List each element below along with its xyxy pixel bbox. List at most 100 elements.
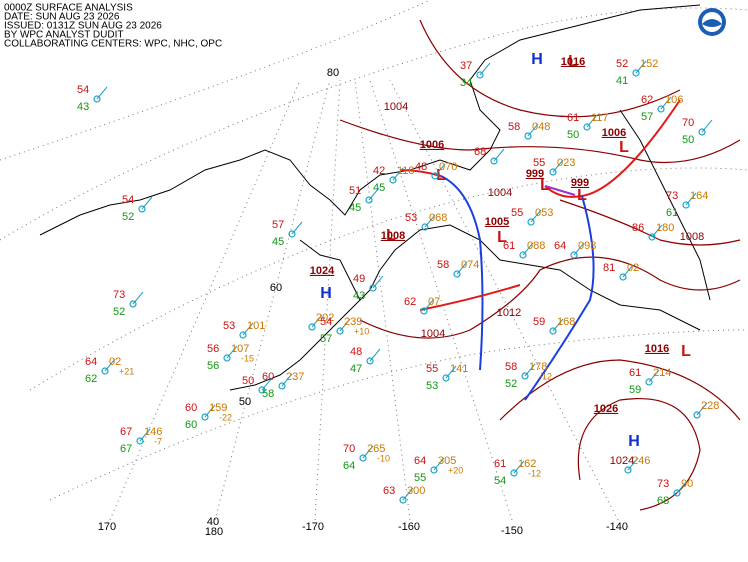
pressure-tendency: +20 bbox=[448, 465, 463, 475]
temperature: 58 bbox=[437, 259, 449, 271]
wind-barb bbox=[204, 404, 216, 418]
pressure: 265 bbox=[367, 443, 385, 455]
temperature: 81 bbox=[603, 262, 615, 274]
wind-barb bbox=[339, 318, 351, 332]
dewpoint: 50 bbox=[567, 129, 579, 141]
pressure: 164 bbox=[690, 190, 708, 202]
wind-barb bbox=[291, 221, 303, 235]
station-marker bbox=[136, 437, 144, 445]
pressure-center-value: 999 bbox=[526, 168, 544, 180]
dewpoint: 53 bbox=[426, 380, 438, 392]
pressure: 07 bbox=[428, 296, 440, 308]
temperature: 55 bbox=[426, 363, 438, 375]
wind-barb bbox=[586, 114, 598, 128]
station-marker bbox=[673, 489, 681, 497]
station-marker bbox=[223, 354, 231, 362]
pressure: 023 bbox=[557, 157, 575, 169]
pressure: 098 bbox=[578, 240, 596, 252]
pressure-center-symbol: H bbox=[531, 51, 543, 68]
graticule-label: -170 bbox=[302, 521, 324, 533]
temperature: 86 bbox=[632, 222, 644, 234]
pressure: 074 bbox=[461, 259, 479, 271]
station-marker bbox=[201, 413, 209, 421]
wind-barb bbox=[372, 275, 384, 289]
dewpoint: 52 bbox=[505, 378, 517, 390]
station-marker bbox=[420, 307, 428, 315]
station-marker bbox=[524, 132, 532, 140]
cold-front bbox=[440, 175, 484, 371]
meridian bbox=[314, 79, 341, 521]
graticule-label: 50 bbox=[239, 396, 251, 408]
coastline bbox=[39, 4, 711, 391]
station-marker bbox=[430, 466, 438, 474]
wind-barb bbox=[696, 402, 708, 416]
temperature: 53 bbox=[405, 212, 417, 224]
isobar-label: 1024 bbox=[610, 455, 634, 467]
pressure-center-value: 1008 bbox=[381, 230, 405, 242]
aleutian-chain bbox=[229, 299, 361, 391]
wind-barb bbox=[423, 298, 435, 312]
station-marker bbox=[399, 496, 407, 504]
pressure: 106 bbox=[665, 94, 683, 106]
dewpoint: 50 bbox=[682, 134, 694, 146]
wind-barb bbox=[651, 224, 663, 238]
temperature: 63 bbox=[383, 485, 395, 497]
coast-arctic bbox=[39, 4, 701, 236]
pressure: 168 bbox=[557, 316, 575, 328]
wind-barb bbox=[685, 192, 697, 206]
pressure: 053 bbox=[535, 207, 553, 219]
station-marker bbox=[239, 331, 247, 339]
wind-barb bbox=[96, 86, 108, 100]
station-marker bbox=[365, 196, 373, 204]
isobar-label: 1004 bbox=[384, 101, 408, 113]
station-marker bbox=[138, 205, 146, 213]
pressure-tendency: -22 bbox=[219, 412, 232, 422]
wind-barb bbox=[701, 119, 713, 133]
pressure: 237 bbox=[286, 371, 304, 383]
temperature: 55 bbox=[533, 157, 545, 169]
dewpoint: 34 bbox=[460, 77, 472, 89]
pressure-center-value: 1026 bbox=[594, 403, 618, 415]
dewpoint: 64 bbox=[343, 460, 355, 472]
temperature: 53 bbox=[223, 320, 235, 332]
temperature: 48 bbox=[350, 346, 362, 358]
dewpoint: 52 bbox=[122, 211, 134, 223]
temperature: 70 bbox=[682, 117, 694, 129]
station-marker bbox=[693, 411, 701, 419]
noaa-logo bbox=[698, 8, 726, 36]
temperature: 73 bbox=[666, 190, 678, 202]
temperature: 64 bbox=[414, 455, 426, 467]
station-marker bbox=[645, 378, 653, 386]
meridian bbox=[369, 79, 513, 521]
pressure: 118 bbox=[397, 165, 415, 177]
temperature: 64 bbox=[554, 240, 566, 252]
wind-barb bbox=[445, 365, 457, 379]
temperature: 58 bbox=[505, 361, 517, 373]
wind-barb bbox=[139, 428, 151, 442]
pressure: 101 bbox=[247, 320, 265, 332]
pressure-tendency: -7 bbox=[154, 436, 162, 446]
wind-barb bbox=[392, 167, 404, 181]
pressure-center-symbol: H bbox=[320, 285, 332, 302]
graticule-label: -160 bbox=[398, 521, 420, 533]
wind-barb bbox=[522, 242, 534, 256]
graticule-label: 60 bbox=[270, 282, 282, 294]
wind-barb bbox=[281, 373, 293, 387]
pressure-center-symbol: L bbox=[436, 167, 446, 184]
wind-barb bbox=[424, 214, 436, 228]
temperature: 68 bbox=[474, 146, 486, 158]
station-marker bbox=[657, 105, 665, 113]
graticule-label: 40 bbox=[207, 516, 219, 528]
cold-front bbox=[524, 195, 595, 401]
dewpoint: 58 bbox=[262, 388, 274, 400]
temperature: 60 bbox=[262, 371, 274, 383]
wind-barb bbox=[132, 291, 144, 305]
temperature: 64 bbox=[85, 356, 97, 368]
pressure-center-symbol: L bbox=[540, 177, 550, 194]
dewpoint: 68 bbox=[657, 495, 669, 507]
pressure: 141 bbox=[450, 363, 468, 375]
pressure: 305 bbox=[438, 455, 456, 467]
isobar bbox=[559, 199, 741, 246]
temperature: 67 bbox=[120, 426, 132, 438]
wind-barb bbox=[242, 322, 254, 336]
